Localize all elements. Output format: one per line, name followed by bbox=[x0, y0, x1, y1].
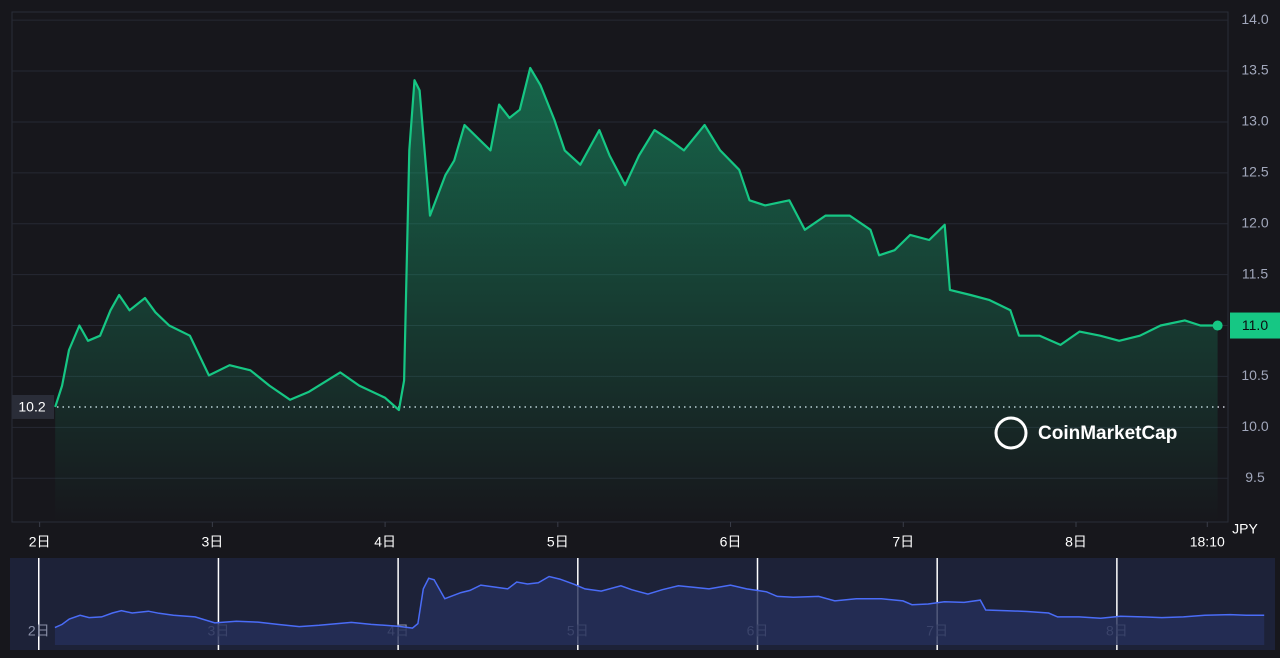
x-tick-label: 6日 bbox=[720, 534, 742, 550]
x-tick-label: 5日 bbox=[547, 534, 569, 550]
layer: 9.5 10.0 10.5 11.0 11.5 12.0 12.5 13.0 13.5 14.0 2… bbox=[12, 11, 1280, 650]
y-tick-label: 11.5 bbox=[1242, 265, 1268, 281]
navigator-area bbox=[54, 576, 1265, 645]
navigator-label: 2日 bbox=[28, 623, 50, 639]
y-tick-label: 13.5 bbox=[1241, 62, 1268, 78]
price-area bbox=[55, 68, 1218, 522]
reference-tag bbox=[12, 394, 54, 419]
reference-label: 10.2 bbox=[18, 399, 45, 415]
x-tick-label: 2日 bbox=[29, 534, 51, 550]
y-tick-label: 10.5 bbox=[1241, 367, 1268, 383]
y-tick-label: 10.0 bbox=[1241, 418, 1268, 434]
price-tag-label: 11.0 bbox=[1242, 317, 1268, 333]
x-tick-label: 7日 bbox=[892, 534, 914, 550]
price-line bbox=[54, 66, 1218, 412]
unit-label: JPY bbox=[1232, 521, 1258, 537]
x-tick-label: 4日 bbox=[374, 534, 396, 550]
y-tick-label: 13.0 bbox=[1241, 113, 1268, 129]
x-tick-label: 3日 bbox=[201, 534, 223, 550]
y-tick-label: 12.5 bbox=[1241, 164, 1268, 180]
y-tick-label: 9.5 bbox=[1245, 469, 1265, 485]
last-point bbox=[1212, 320, 1223, 331]
logo bbox=[994, 416, 1028, 450]
watermark: CoinMarketCap bbox=[1038, 423, 1177, 444]
price-tag bbox=[1230, 312, 1280, 339]
navigator-price-line bbox=[54, 575, 1265, 629]
y-tick-label: 12.0 bbox=[1241, 214, 1268, 230]
y-tick-label: 14.0 bbox=[1241, 11, 1268, 27]
x-tick-label: 8日 bbox=[1065, 534, 1087, 550]
x-tick-label: 18:10 bbox=[1190, 534, 1225, 550]
